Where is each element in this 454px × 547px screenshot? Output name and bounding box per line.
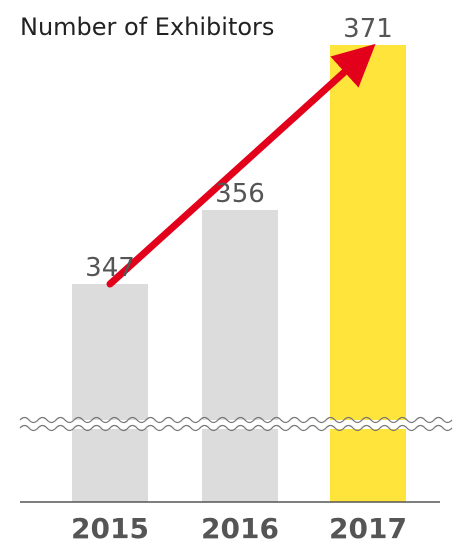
value-label-2016: 356 [215,179,265,209]
value-label-2017: 371 [343,14,393,44]
value-labels-layer: 347 356 371 [85,14,393,283]
bar-2016 [202,210,278,502]
category-labels-layer: 2015 2016 2017 [71,512,407,545]
axis-break-wave-2 [19,424,453,432]
category-label-2015: 2015 [71,512,149,545]
axis-break-wave-1 [19,416,453,424]
value-label-2015: 347 [85,253,135,283]
bar-2017 [330,45,406,502]
bar-2015 [72,284,148,502]
chart-title: Number of Exhibitors [20,13,274,41]
category-label-2016: 2016 [201,512,279,545]
category-label-2017: 2017 [329,512,407,545]
trend-arrow [106,43,376,288]
trend-arrow-layer [106,43,376,288]
axis-break-layer [19,416,453,432]
axis-break-gap [20,420,440,429]
